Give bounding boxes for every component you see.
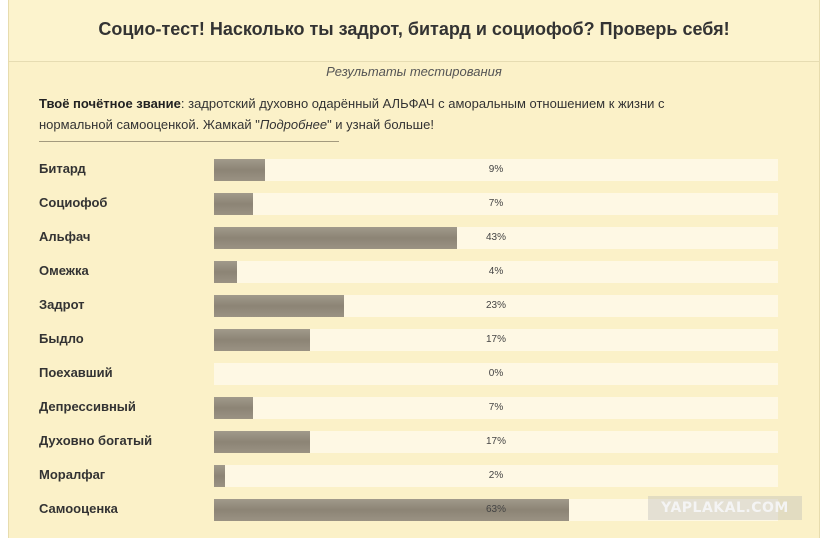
result-row: Духовно богатый 17%: [9, 425, 819, 459]
result-percent: 43%: [485, 232, 506, 243]
honorary-title-tail: " и узнай больше!: [327, 117, 434, 132]
result-percent: 17%: [485, 436, 506, 447]
result-bar-track: 0%: [214, 363, 778, 385]
result-bar-fill: [214, 159, 265, 181]
result-label: Битард: [39, 161, 86, 176]
result-percent: 23%: [485, 300, 506, 311]
result-bar-fill: [214, 329, 310, 351]
result-label: Депрессивный: [39, 399, 136, 414]
result-label: Быдло: [39, 331, 84, 346]
result-label: Социофоб: [39, 195, 108, 210]
result-bar-track: 63%: [214, 499, 778, 521]
result-bar-track: 9%: [214, 159, 778, 181]
result-row: Битард 9%: [9, 153, 819, 187]
honorary-title-label: Твоё почётное звание: [39, 96, 181, 111]
result-row: Депрессивный 7%: [9, 391, 819, 425]
result-bar-track: 7%: [214, 397, 778, 419]
result-row: Задрот 23%: [9, 289, 819, 323]
result-label: Духовно богатый: [39, 433, 153, 448]
result-bar-fill: [214, 499, 569, 521]
result-row: Альфач 43%: [9, 221, 819, 255]
result-row: Социофоб 7%: [9, 187, 819, 221]
result-label: Поехавший: [39, 365, 113, 380]
honorary-title: Твоё почётное звание: задротский духовно…: [39, 93, 739, 135]
result-bar-fill: [214, 295, 344, 317]
result-bar-track: 4%: [214, 261, 778, 283]
result-label: Самооценка: [39, 501, 118, 516]
result-row: Моралфаг 2%: [9, 459, 819, 493]
result-row: Быдло 17%: [9, 323, 819, 357]
result-bar-fill: [214, 431, 310, 453]
result-bar-track: 23%: [214, 295, 778, 317]
result-percent: 0%: [488, 368, 504, 379]
result-row: Омежка 4%: [9, 255, 819, 289]
divider: [39, 141, 339, 142]
result-percent: 4%: [488, 266, 504, 277]
watermark-logo: YAPLAKAL.COM: [648, 496, 802, 520]
result-row: Самооценка 63%: [9, 493, 819, 527]
result-label: Альфач: [39, 229, 91, 244]
header: Социо-тест! Насколько ты задрот, битард …: [9, 0, 819, 62]
result-bar-track: 43%: [214, 227, 778, 249]
result-bar-track: 17%: [214, 329, 778, 351]
result-label: Омежка: [39, 263, 89, 278]
result-row: Поехавший 0%: [9, 357, 819, 391]
result-bar-fill: [214, 227, 457, 249]
result-bar-track: 17%: [214, 431, 778, 453]
result-label: Моралфаг: [39, 467, 106, 482]
result-percent: 7%: [488, 402, 504, 413]
result-percent: 2%: [488, 470, 504, 481]
result-bar-fill: [214, 261, 237, 283]
results-panel: Социо-тест! Насколько ты задрот, битард …: [8, 0, 820, 538]
result-percent: 9%: [488, 164, 504, 175]
result-bar-fill: [214, 193, 253, 215]
result-percent: 17%: [485, 334, 506, 345]
result-bar-track: 7%: [214, 193, 778, 215]
result-label: Задрот: [39, 297, 85, 312]
result-percent: 63%: [485, 504, 506, 515]
honorary-title-text: : задротский духовно одарённый АЛЬФАЧ с …: [39, 96, 665, 132]
result-bar-fill: [214, 397, 253, 419]
result-percent: 7%: [488, 198, 504, 209]
more-link[interactable]: Подробнее: [259, 117, 328, 132]
result-bar-track: 2%: [214, 465, 778, 487]
results-subtitle: Результаты тестирования: [326, 64, 502, 79]
page-title: Социо-тест! Насколько ты задрот, битард …: [98, 19, 730, 39]
result-bar-fill: [214, 465, 225, 487]
